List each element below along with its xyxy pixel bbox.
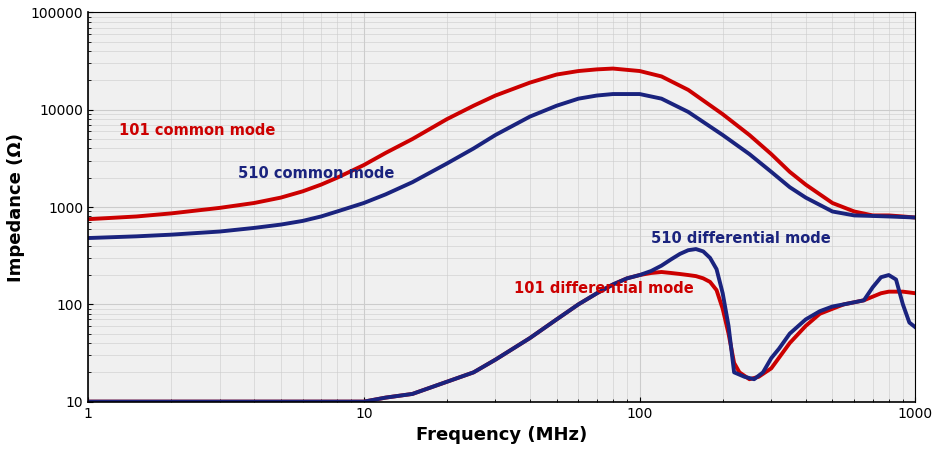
Y-axis label: Impedance (Ω): Impedance (Ω) (7, 133, 25, 281)
Text: 101 differential mode: 101 differential mode (514, 281, 694, 296)
X-axis label: Frequency (MHz): Frequency (MHz) (416, 426, 588, 444)
Text: 510 differential mode: 510 differential mode (651, 231, 831, 246)
Text: 101 common mode: 101 common mode (119, 123, 275, 138)
Text: 510 common mode: 510 common mode (238, 166, 395, 181)
